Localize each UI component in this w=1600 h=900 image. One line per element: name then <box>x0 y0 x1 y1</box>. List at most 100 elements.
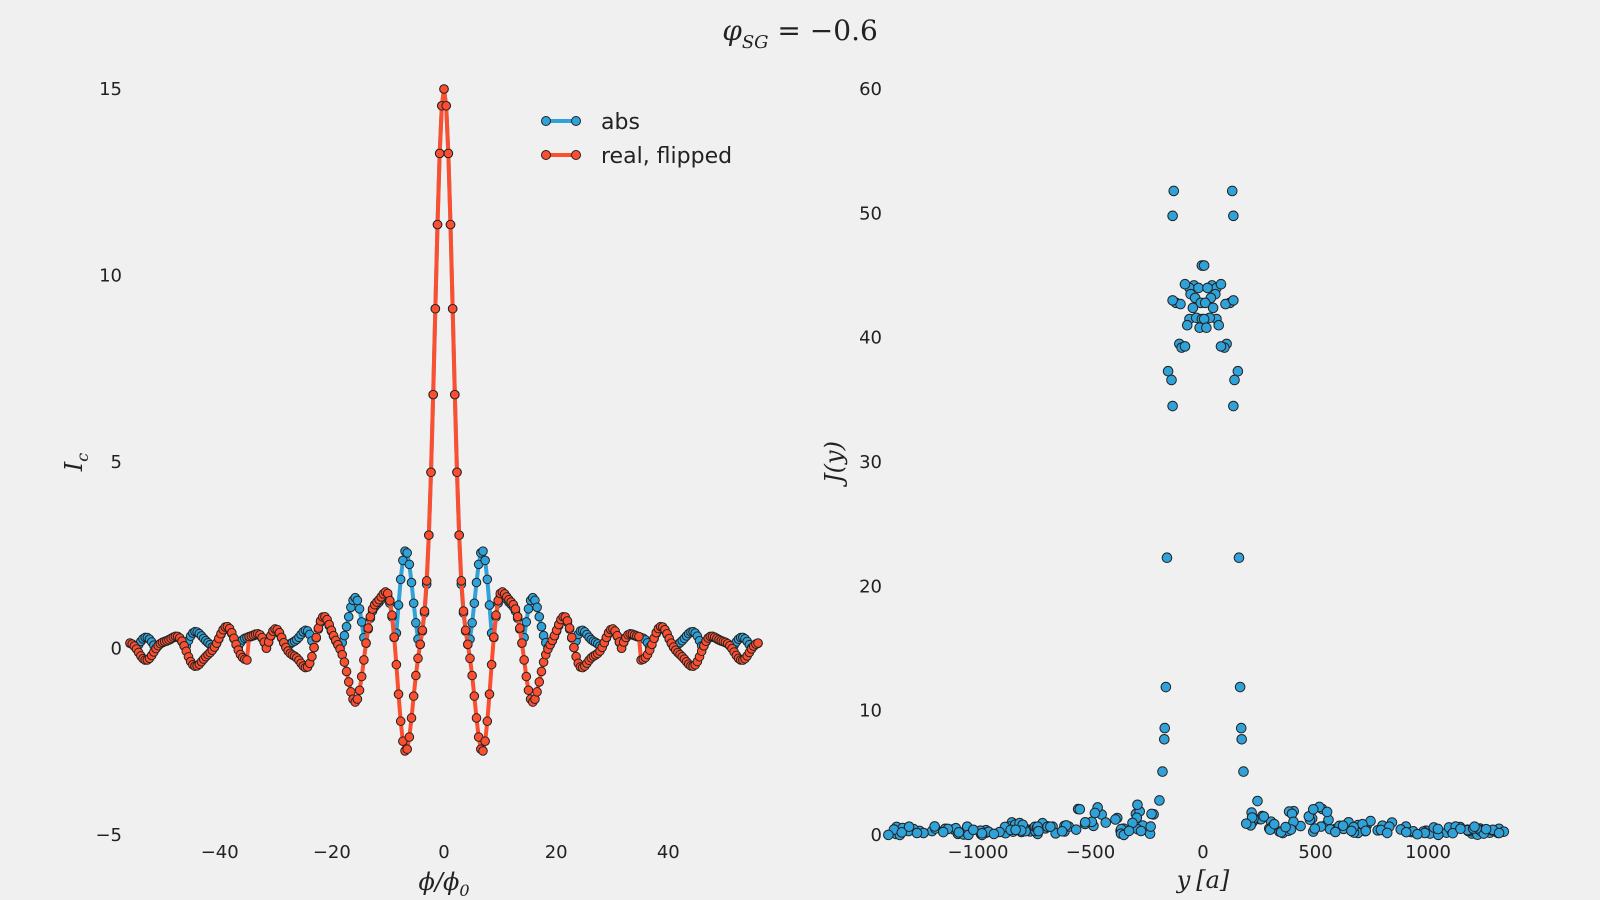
scatter-point <box>1233 552 1245 564</box>
real-flipped-point <box>352 694 363 704</box>
real-flipped-point <box>434 148 445 159</box>
real-flipped-point <box>512 611 523 622</box>
right-y-axis-label: J(y) <box>820 441 848 488</box>
real-flipped-point <box>482 716 493 727</box>
abs-point <box>484 600 495 610</box>
left-x-axis-sub: 0 <box>459 881 469 900</box>
scatter-point <box>896 827 908 838</box>
right-x-tick-label: 500 <box>1298 842 1332 863</box>
right-y-tick-label: 50 <box>859 203 882 224</box>
scatter-point <box>1079 816 1091 828</box>
scatter-point <box>1238 766 1249 777</box>
scatter-point <box>1154 795 1165 806</box>
scatter-point <box>1307 804 1319 815</box>
scatter-point <box>1252 795 1263 807</box>
real-flipped-point <box>391 659 402 670</box>
left-y-ticks: −5 0 5 10 15 <box>95 79 122 846</box>
scatter-point <box>911 827 923 839</box>
title-value: = −0.6 <box>769 14 878 47</box>
scatter-point <box>1198 313 1210 325</box>
scatter-point <box>1493 827 1505 839</box>
abs-point <box>478 546 488 556</box>
scatter-point <box>1199 297 1211 309</box>
scatter-point <box>929 821 940 832</box>
scatter-point <box>1157 766 1168 777</box>
scatter-point <box>1033 825 1044 837</box>
real-flipped-point <box>359 655 369 665</box>
real-flipped-point <box>454 530 464 540</box>
scatter-point <box>1070 824 1082 835</box>
scatter-point <box>1161 552 1173 564</box>
scatter-point <box>1360 825 1372 837</box>
scatter-point <box>1135 825 1147 837</box>
real-flipped-point <box>452 467 462 478</box>
legend-entry-real-flipped: real, flipped <box>541 144 732 169</box>
scatter-point <box>1309 823 1321 834</box>
scatter-point <box>1167 295 1178 306</box>
abs-point <box>343 611 354 622</box>
scatter-point <box>1268 818 1280 830</box>
abs-point <box>480 555 490 566</box>
abs-point <box>408 598 419 609</box>
scatter-point <box>1162 365 1174 377</box>
scatter-point <box>1167 400 1178 412</box>
abs-point <box>393 600 404 610</box>
real-flipped-point <box>432 219 443 230</box>
right-x-axis-label: y [a] <box>1176 866 1230 894</box>
scatter-point <box>1432 823 1444 835</box>
left-x-tick-label: −20 <box>313 842 351 863</box>
scatter-point <box>1232 365 1244 377</box>
scatter-point <box>1236 733 1247 745</box>
real-flipped-point <box>484 689 495 700</box>
scatter-point <box>988 828 1000 840</box>
left-x-tick-label: 40 <box>657 842 680 863</box>
scatter-point <box>1198 260 1210 271</box>
abs-point <box>482 574 493 585</box>
real-flipped-point <box>447 303 458 314</box>
real-flipped-point <box>478 746 488 756</box>
scatter-point <box>1056 826 1068 837</box>
left-x-ticks: −40 −20 0 20 40 <box>201 842 680 863</box>
right-y-tick-label: 10 <box>859 701 882 722</box>
real-flipped-point <box>343 677 354 687</box>
scatter-point <box>1469 821 1480 832</box>
left-x-tick-label: −40 <box>201 842 239 863</box>
real-flipped-point <box>536 666 547 677</box>
figure-title: φSG = −0.6 <box>722 14 878 53</box>
scatter-point <box>1132 799 1143 811</box>
right-y-tick-label: 0 <box>871 825 882 846</box>
real-flipped-point <box>424 530 434 540</box>
right-y-ticks: 0 10 20 30 40 50 60 <box>859 79 882 846</box>
left-y-tick-label: 5 <box>111 452 122 473</box>
scatter-point <box>1258 811 1270 822</box>
left-y-axis-main: I <box>60 461 88 472</box>
scatter-point <box>1089 807 1101 819</box>
scatter-point <box>1228 400 1239 412</box>
real-flipped-point <box>363 623 374 633</box>
scatter-point <box>883 829 894 841</box>
real-flipped-point <box>489 632 499 642</box>
left-y-tick-label: 15 <box>99 79 122 100</box>
real-flipped-point <box>428 389 438 400</box>
left-y-tick-label: −5 <box>95 825 122 846</box>
real-flipped-point <box>419 606 430 616</box>
scatter-point <box>1207 302 1219 314</box>
scatter-point <box>1168 185 1180 197</box>
real-flipped-point <box>471 713 482 723</box>
scatter-point <box>1167 210 1178 222</box>
scatter-point <box>1213 319 1225 331</box>
real-flipped-point <box>389 632 399 642</box>
real-flipped-point <box>569 642 579 653</box>
real-flipped-line <box>129 87 759 753</box>
real-flipped-point <box>467 670 477 681</box>
scatter-point <box>1346 825 1357 837</box>
right-y-tick-label: 20 <box>859 576 882 597</box>
scatter-point <box>1159 722 1171 734</box>
real-flipped-point <box>450 389 460 400</box>
scatter-point <box>937 826 949 838</box>
real-flipped-point <box>415 639 425 650</box>
abs-point <box>471 577 482 588</box>
abs-point <box>356 617 367 627</box>
scatter-point <box>1234 681 1246 693</box>
